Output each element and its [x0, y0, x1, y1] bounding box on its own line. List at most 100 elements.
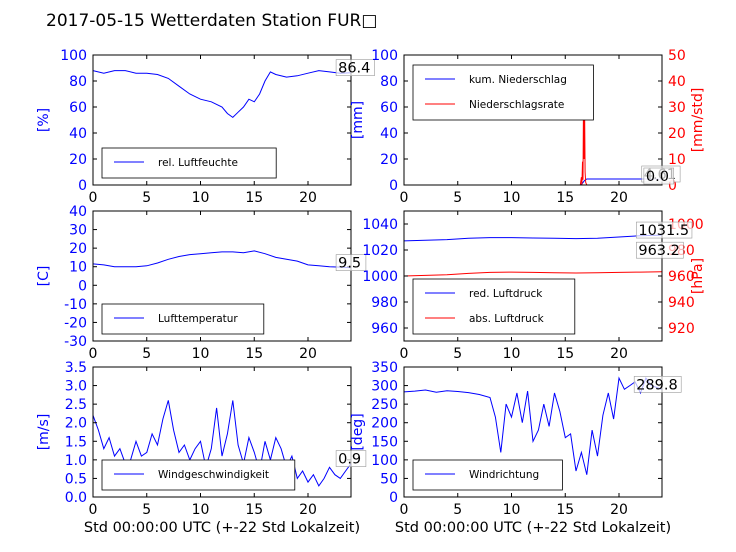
precip-annotation-box — [643, 167, 674, 185]
precip-y2tick-label: 0 — [668, 178, 677, 194]
pressure-xtick-label: 5 — [453, 346, 462, 362]
xlabel-right: Std 00:00:00 UTC (+-22 Std Lokalzeit) — [395, 520, 671, 536]
humidity-ytick-label: 60 — [69, 100, 87, 116]
windspeed-xtick-label: 10 — [192, 502, 210, 518]
humidity-xtick-label: 10 — [192, 190, 210, 206]
windspeed-ylabel: [m/s] — [36, 414, 52, 451]
temperature-annotation: 9.5 — [338, 256, 361, 272]
temperature-ytick-label: 30 — [69, 223, 87, 239]
windspeed-xtick-label: 0 — [89, 502, 98, 518]
winddir-ytick-label: 150 — [371, 434, 398, 450]
pressure-xtick-label: 20 — [610, 346, 628, 362]
figure-title: 2017-05-15 Wetterdaten Station FUR□ — [46, 11, 377, 31]
temperature-legend-box — [101, 303, 265, 335]
humidity-legend-box — [101, 147, 277, 179]
pressure-ytick-label: 1020 — [362, 243, 398, 259]
windspeed-series-line-1 — [92, 400, 352, 487]
temperature-ytick-label: -20 — [64, 315, 87, 331]
precip-xtick-label: 5 — [453, 190, 462, 206]
windspeed-ytick-label: 1.0 — [65, 453, 87, 469]
winddir-annotation: 289.8 — [636, 377, 678, 393]
temperature-ytick-label: 10 — [69, 260, 87, 276]
precip-legend-label: Niederschlagsrate — [469, 99, 564, 111]
precip-ytick-label: 40 — [380, 126, 398, 142]
temperature-xtick-label: 15 — [245, 346, 263, 362]
windspeed-legend-label: Windgeschwindigkeit — [158, 469, 269, 481]
windspeed-ytick-label: 3.0 — [65, 379, 87, 395]
winddir-ylabel: [deg] — [350, 413, 366, 450]
temperature-ytick-label: 0 — [78, 278, 87, 294]
temperature-ytick-label: -30 — [64, 334, 87, 350]
precip-xtick-label: 10 — [503, 190, 521, 206]
precip-ytick-label: 20 — [380, 152, 398, 168]
windspeed-panel: 0 5 10 15 20 0.0 0.5 1.0 1.5 2.0 2.5 3.0 3.5 [m/s] 0.9… — [36, 360, 367, 518]
humidity-legend-label: rel. Luftfeuchte — [158, 157, 238, 169]
precip-legend-label: kum. Niederschlag — [469, 74, 567, 86]
pressure-annotation: 963.2 — [638, 243, 680, 259]
temperature-ytick-label: 20 — [69, 241, 87, 257]
precip-series-line-1 — [404, 178, 662, 186]
temperature-xtick-label: 20 — [299, 346, 317, 362]
windspeed-ytick-label: 0.0 — [65, 490, 87, 506]
pressure-legend-label: red. Luftdruck — [469, 288, 543, 300]
precip-y2tick-label: 10 — [668, 152, 686, 168]
winddir-ytick-label: 50 — [380, 471, 398, 487]
pressure-series-line-2 — [403, 271, 663, 277]
winddir-annotation-box — [633, 376, 682, 393]
humidity-panel: 0 5 10 15 20 0 20 40 60 80 100 [%] 86.4 rel. Luftfeuc… — [36, 48, 375, 206]
temperature-frame — [92, 210, 352, 342]
humidity-frame — [92, 54, 352, 186]
winddir-xtick-label: 20 — [610, 502, 628, 518]
winddir-ytick-label: 0 — [389, 490, 398, 506]
humidity-ytick-label: 0 — [78, 178, 87, 194]
humidity-ytick-label: 20 — [69, 152, 87, 168]
precip-y2tick-label: 50 — [668, 48, 686, 64]
winddir-ytick-label: 350 — [371, 360, 398, 376]
precip-xtick-label: 20 — [610, 190, 628, 206]
winddir-series-line-1 — [403, 376, 663, 475]
windspeed-ytick-label: 2.0 — [65, 416, 87, 432]
winddir-ytick-label: 100 — [371, 453, 398, 469]
temperature-series-line-1 — [92, 250, 352, 269]
humidity-ytick-label: 100 — [60, 48, 87, 64]
precip-y2label: [mm/std] — [690, 88, 706, 153]
pressure-y2label: [hPa] — [690, 258, 706, 294]
humidity-ylabel: [%] — [36, 108, 52, 132]
precip-xtick-label: 15 — [556, 190, 574, 206]
temperature-ytick-label: 40 — [69, 204, 87, 220]
pressure-legend-label: abs. Luftdruck — [469, 313, 545, 325]
windspeed-frame — [92, 366, 352, 498]
windspeed-ytick-label: 3.5 — [65, 360, 87, 376]
winddir-ytick-label: 300 — [371, 379, 398, 395]
temperature-ylabel: [C] — [36, 266, 52, 287]
winddir-legend-label: Windrichtung — [469, 469, 539, 481]
pressure-y2tick-label: 940 — [668, 295, 695, 311]
humidity-series-line-1 — [92, 70, 352, 119]
pressure-y2tick-label: 960 — [668, 269, 695, 285]
precip-y2tick-label: 20 — [668, 126, 686, 142]
precip-y2tick-label: 40 — [668, 74, 686, 90]
humidity-annotation-box — [335, 59, 375, 76]
winddir-panel: 0 5 10 15 20050100150200250300350[deg]289.8W… — [350, 360, 682, 518]
pressure-panel: 0510152096098010001020104092094096098010… — [362, 210, 706, 362]
precip-frame — [403, 54, 663, 186]
windspeed-xtick-label: 20 — [299, 502, 317, 518]
pressure-ytick-label: 1040 — [362, 217, 398, 233]
pressure-annotation-box — [636, 221, 693, 239]
precip-ytick-label: 60 — [380, 100, 398, 116]
windspeed-legend-box — [101, 459, 296, 491]
winddir-frame — [403, 366, 663, 498]
winddir-ytick-label: 200 — [371, 416, 398, 432]
temperature-annotation-box — [335, 254, 367, 271]
winddir-legend-box — [412, 459, 563, 491]
winddir-xtick-label: 5 — [453, 502, 462, 518]
precip-ytick-label: 0 — [389, 178, 398, 194]
pressure-xtick-label: 0 — [400, 346, 409, 362]
pressure-ytick-label: 960 — [371, 321, 398, 337]
winddir-xtick-label: 10 — [503, 502, 521, 518]
humidity-ytick-label: 40 — [69, 126, 87, 142]
pressure-annotation: 1031.5 — [638, 223, 689, 239]
precip-ytick-label: 100 — [371, 48, 398, 64]
humidity-annotation: 86.4 — [338, 61, 370, 77]
humidity-xtick-label: 15 — [245, 190, 263, 206]
